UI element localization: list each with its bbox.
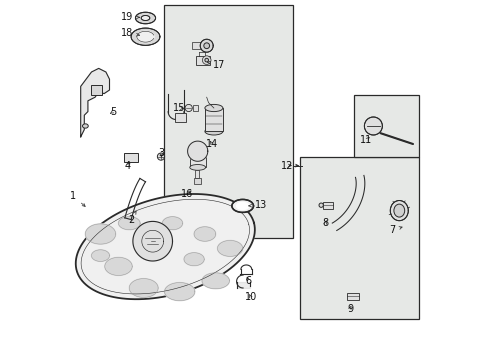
Text: 4: 4: [124, 161, 130, 171]
Polygon shape: [202, 273, 229, 289]
Polygon shape: [217, 240, 242, 256]
Text: 16: 16: [181, 189, 193, 199]
Polygon shape: [138, 239, 156, 251]
Ellipse shape: [204, 128, 223, 135]
Ellipse shape: [318, 203, 323, 207]
Polygon shape: [164, 283, 194, 301]
Bar: [196, 56, 210, 65]
Bar: [192, 42, 201, 49]
Ellipse shape: [157, 153, 164, 160]
Polygon shape: [129, 279, 158, 297]
Bar: [194, 178, 200, 184]
Ellipse shape: [364, 117, 382, 135]
Polygon shape: [133, 221, 172, 261]
Ellipse shape: [200, 39, 213, 52]
Text: 18: 18: [121, 28, 139, 39]
Bar: [300, 157, 418, 319]
Text: 2: 2: [128, 211, 136, 225]
Text: 1: 1: [70, 191, 85, 206]
Bar: [163, 5, 292, 238]
Ellipse shape: [82, 124, 88, 128]
Polygon shape: [76, 194, 254, 299]
Ellipse shape: [203, 43, 209, 49]
Ellipse shape: [189, 165, 205, 170]
Polygon shape: [137, 31, 154, 42]
Text: 10: 10: [244, 292, 256, 302]
Ellipse shape: [389, 201, 407, 221]
Bar: [346, 293, 358, 300]
Polygon shape: [162, 217, 182, 230]
Bar: [204, 108, 223, 131]
Text: 14: 14: [205, 139, 218, 149]
Text: 15: 15: [172, 103, 185, 113]
Polygon shape: [194, 227, 215, 241]
Polygon shape: [236, 202, 248, 210]
Text: 12: 12: [280, 161, 293, 171]
Bar: [91, 85, 102, 95]
Polygon shape: [91, 250, 109, 261]
Text: 3: 3: [158, 148, 164, 158]
Text: 11: 11: [359, 135, 371, 145]
Polygon shape: [104, 257, 132, 275]
Ellipse shape: [202, 56, 211, 64]
Ellipse shape: [141, 15, 149, 21]
Ellipse shape: [131, 28, 160, 45]
Polygon shape: [187, 141, 207, 161]
Ellipse shape: [231, 199, 253, 212]
Bar: [175, 113, 185, 122]
Bar: [354, 95, 418, 157]
Ellipse shape: [204, 104, 223, 112]
Polygon shape: [118, 217, 140, 230]
Ellipse shape: [204, 58, 208, 62]
Polygon shape: [183, 253, 204, 266]
Bar: [189, 150, 205, 167]
Bar: [322, 202, 333, 209]
Ellipse shape: [393, 204, 404, 217]
Text: 9: 9: [346, 303, 352, 314]
Text: 13: 13: [248, 200, 266, 210]
Bar: [195, 170, 199, 178]
Ellipse shape: [185, 104, 192, 112]
Polygon shape: [85, 224, 115, 244]
Text: 6: 6: [244, 276, 251, 286]
Bar: [193, 105, 198, 111]
Ellipse shape: [135, 12, 155, 24]
Text: 8: 8: [322, 218, 328, 228]
Text: 7: 7: [388, 225, 401, 235]
Text: 5: 5: [110, 107, 116, 117]
Bar: [123, 153, 138, 162]
Text: 17: 17: [207, 60, 225, 70]
Text: 19: 19: [121, 12, 139, 22]
Polygon shape: [81, 68, 109, 137]
